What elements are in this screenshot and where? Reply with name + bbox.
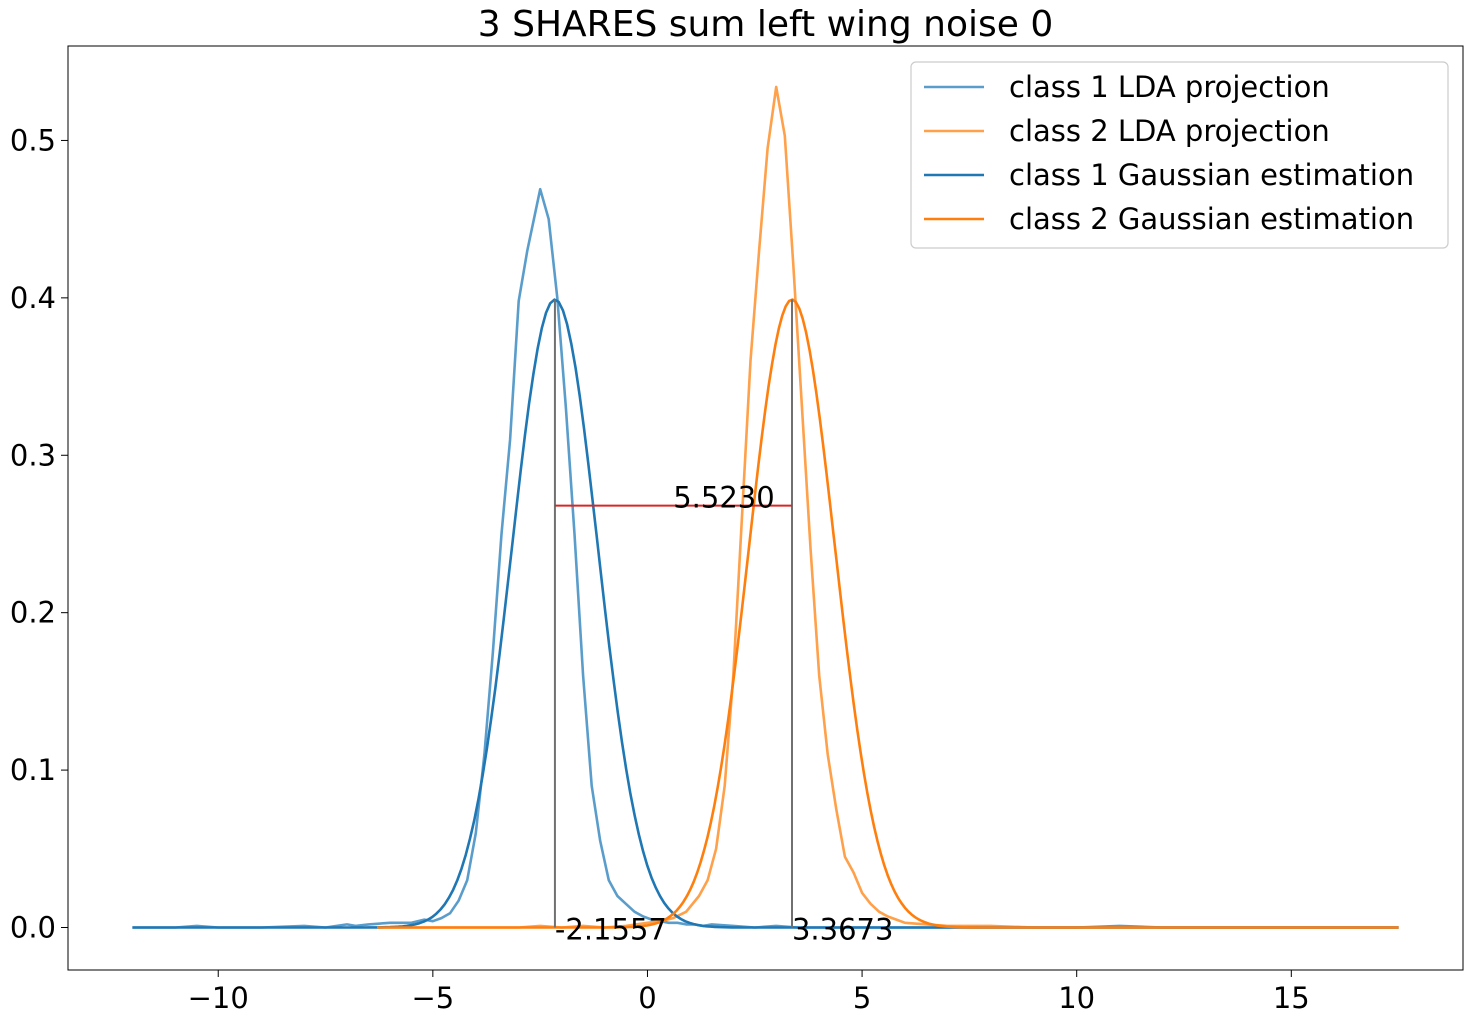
legend-label: class 2 LDA projection — [1009, 114, 1330, 148]
annotation-label: 3.3673 — [792, 912, 893, 946]
plot-frame — [67, 45, 1464, 971]
chart-title: 3 SHARES sum left wing noise 0 — [477, 4, 1054, 45]
legend-label: class 2 Gaussian estimation — [1009, 202, 1414, 236]
y-tick-label: 0.0 — [10, 910, 56, 944]
annotation-label: -2.1557 — [555, 912, 667, 946]
legend-label: class 1 Gaussian estimation — [1009, 158, 1414, 192]
series-line-1 — [132, 187, 1399, 929]
x-tick-label: 10 — [1058, 981, 1095, 1015]
y-tick-label: 0.1 — [10, 753, 56, 787]
x-tick-label: 15 — [1273, 981, 1310, 1015]
series-line-3 — [132, 298, 1399, 929]
annotation-label: 5.5230 — [673, 481, 774, 515]
x-tick-label: 0 — [638, 981, 656, 1015]
y-tick-label: 0.3 — [10, 438, 56, 472]
series-line-4 — [377, 298, 1399, 929]
y-tick-label: 0.2 — [10, 596, 56, 630]
legend-label: class 1 LDA projection — [1009, 70, 1330, 104]
x-tick-label: −5 — [411, 981, 454, 1015]
x-tick-label: −10 — [188, 981, 249, 1015]
y-tick-label: 0.5 — [10, 123, 56, 157]
x-tick-label: 5 — [853, 981, 871, 1015]
legend-box — [910, 61, 1449, 249]
y-tick-label: 0.4 — [10, 281, 56, 315]
